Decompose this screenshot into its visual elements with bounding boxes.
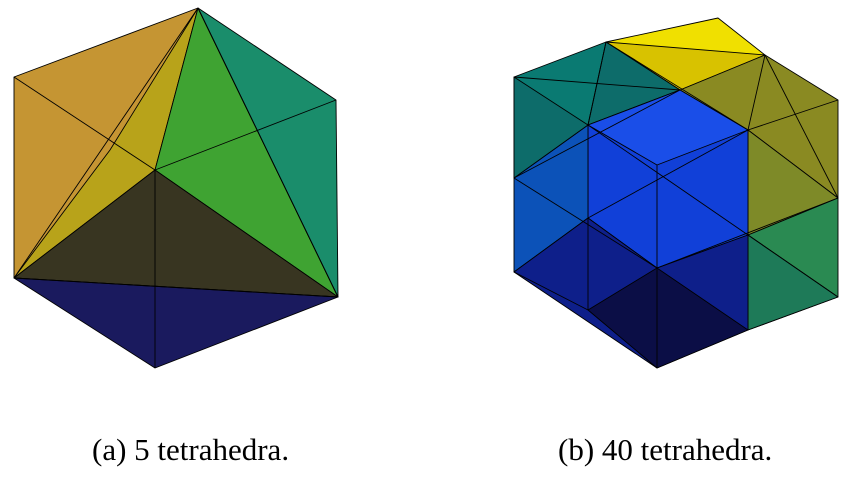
caption-b: (b) 40 tetrahedra. <box>558 432 773 467</box>
figure-a: (a) 5 tetrahedra. <box>0 0 360 467</box>
face-left-teal-lower <box>513 76 589 179</box>
figure-b: (b) 40 tetrahedra. <box>500 0 846 467</box>
tetrahedra-5-diagram <box>13 7 339 369</box>
face-bottom-navy-dark <box>587 267 749 369</box>
caption-a: (a) 5 tetrahedra. <box>92 432 290 467</box>
tetrahedra-40-diagram <box>513 17 839 369</box>
